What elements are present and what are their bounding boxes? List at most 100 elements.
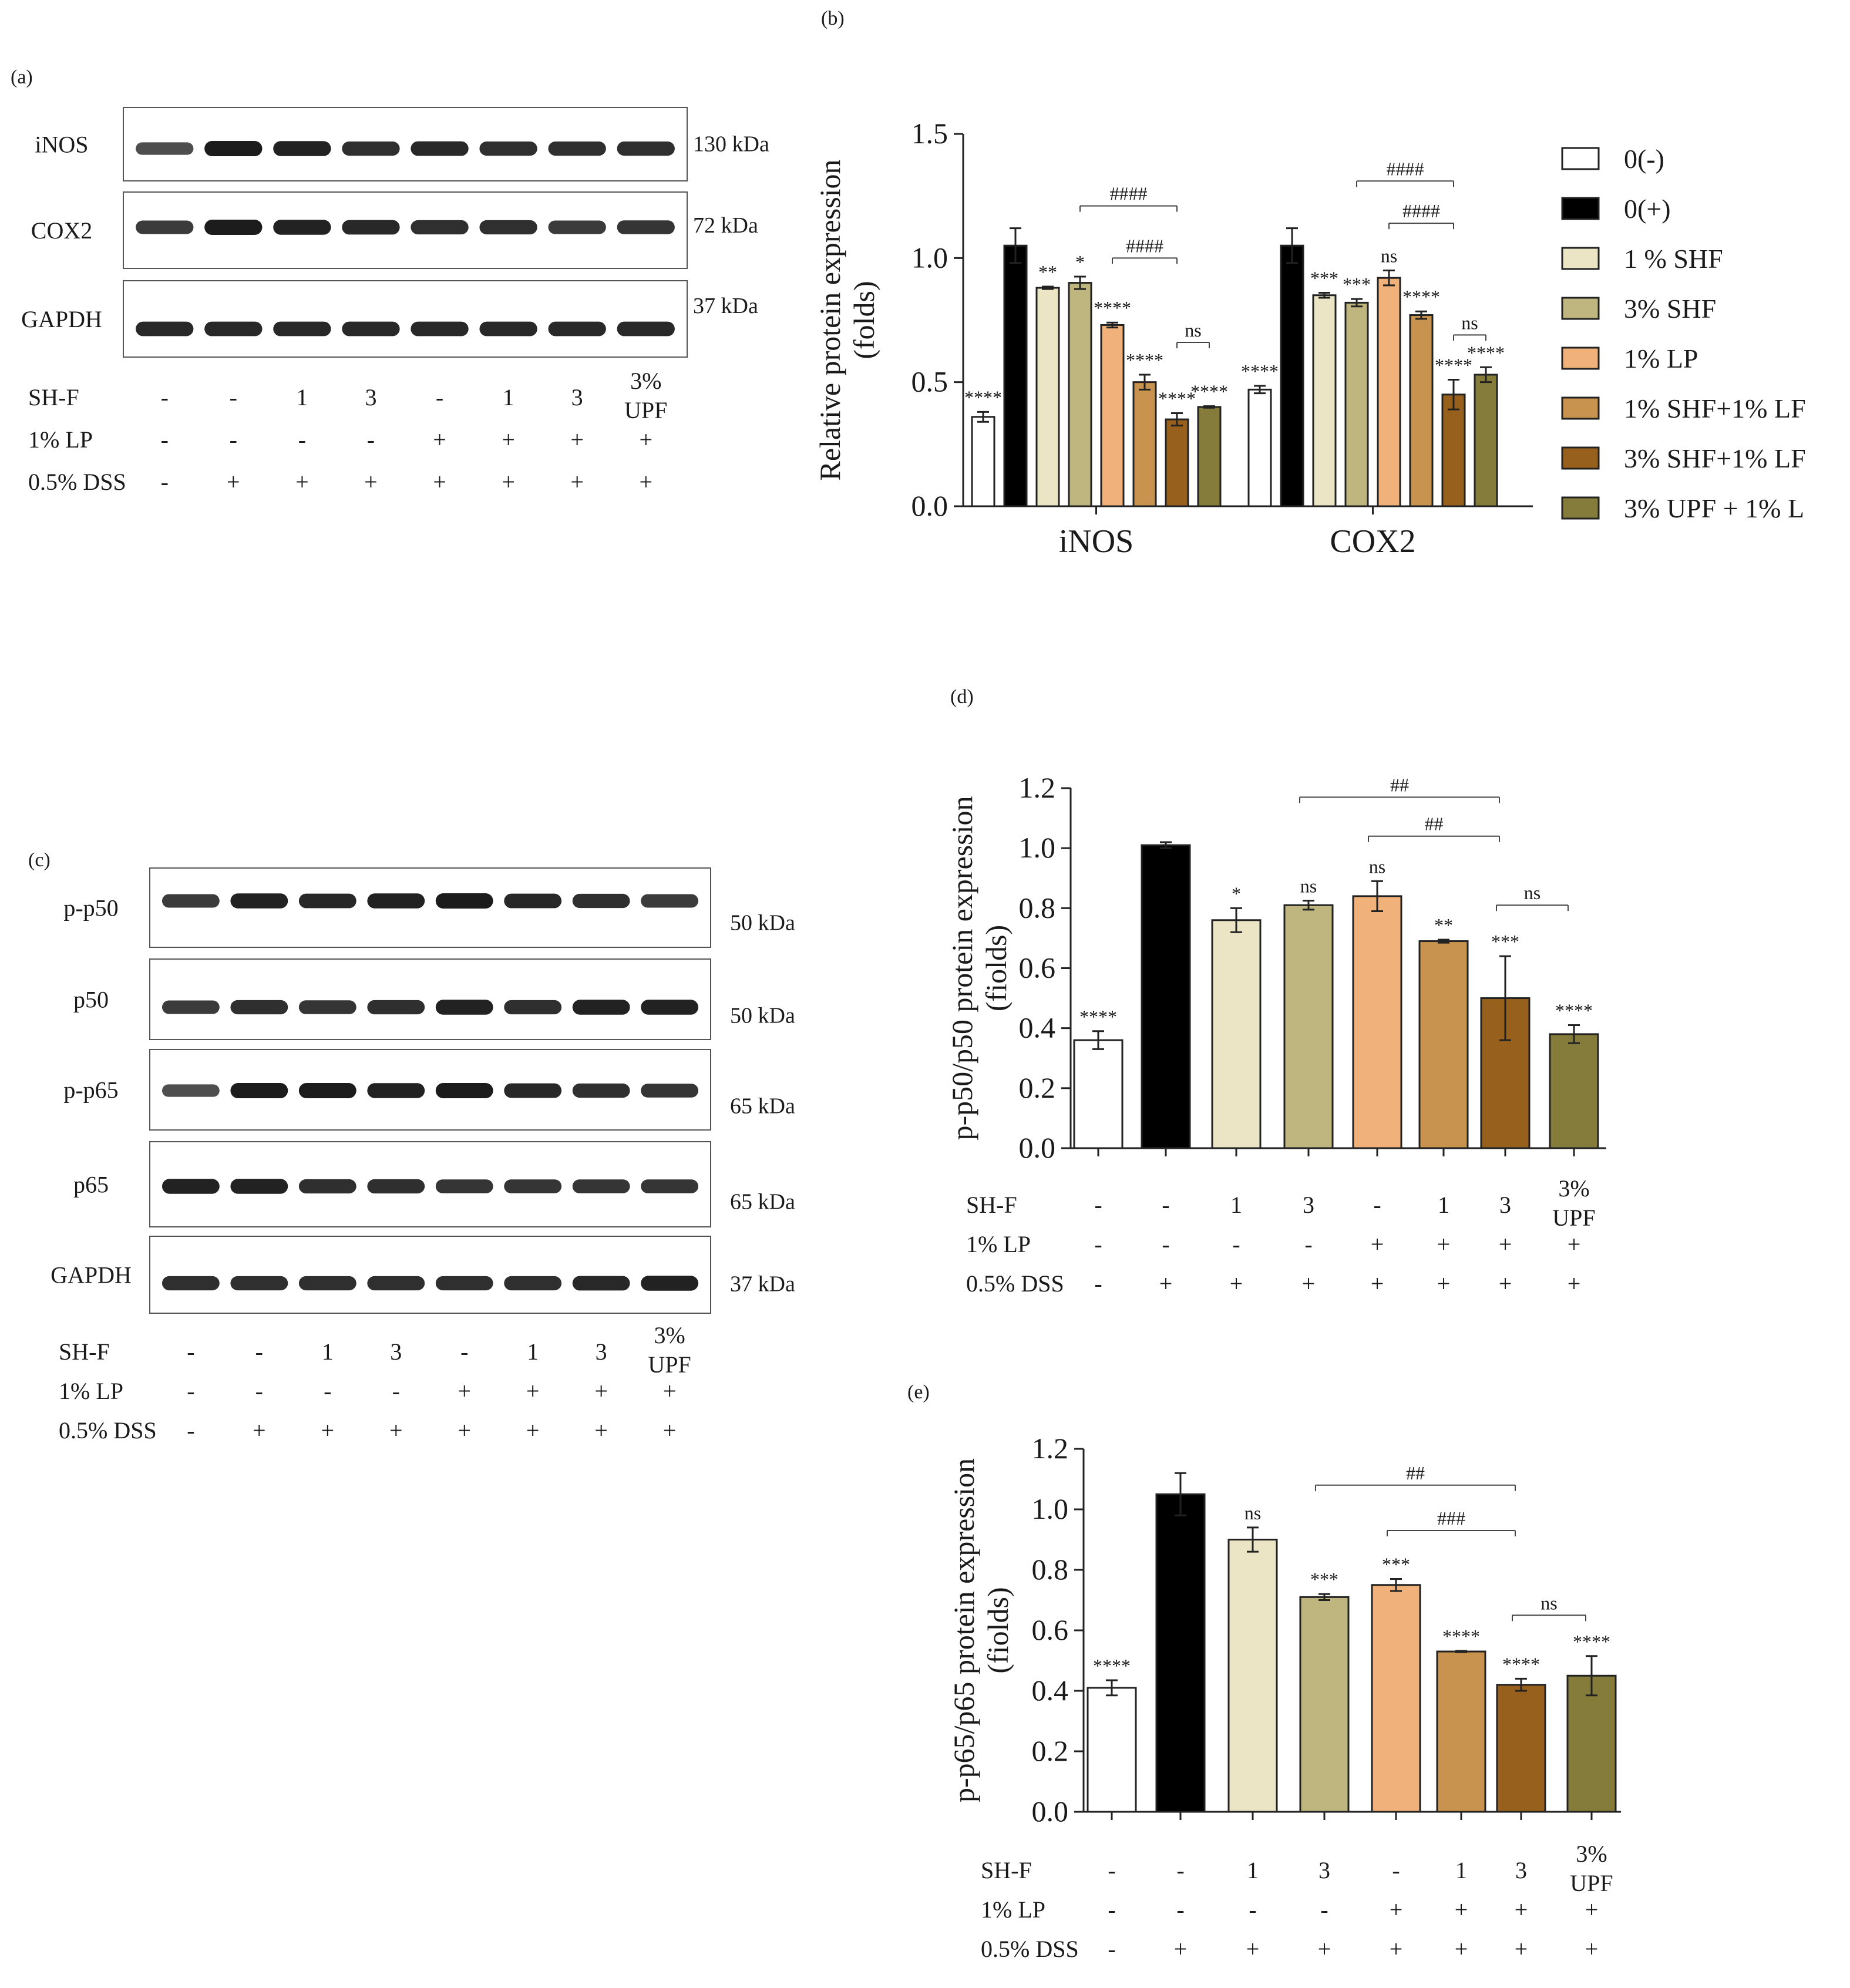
blot-condition-value: + <box>570 426 584 453</box>
blot-label: p65 <box>73 1172 109 1198</box>
chart-e-condition-value: + <box>1246 1936 1260 1962</box>
chart-e-condition-value: - <box>1176 1857 1184 1883</box>
chart-d-y-tick-label: 0.2 <box>1019 1071 1056 1104</box>
chart-b-bracket-label: #### <box>1402 200 1440 221</box>
chart-e-bracket-label: ### <box>1437 1508 1465 1529</box>
chart-b-bar <box>1165 418 1189 507</box>
chart-e-condition-value: + <box>1515 1936 1528 1962</box>
chart-e-condition-value: + <box>1585 1896 1599 1923</box>
blot-condition-value: + <box>433 469 446 495</box>
chart-e-bar <box>1371 1584 1421 1813</box>
blot-band <box>162 1276 220 1291</box>
blot-kda: 37 kDa <box>730 1272 795 1297</box>
blot-label: GAPDH <box>21 306 102 332</box>
blot-band <box>273 321 331 337</box>
bar-chart-e: 0.0 0.2 0.4 0.6 0.8 1.0 1.2 p-p65/p65 protein e… <box>947 1432 1621 1962</box>
chart-d-y-tick-label: 1.0 <box>1019 831 1056 864</box>
chart-d-condition-value: - <box>1094 1231 1102 1257</box>
blot-condition-label-05dss: 0.5% DSS <box>59 1417 157 1444</box>
blot-condition-value: 3% UPF <box>624 368 667 423</box>
blot-box <box>123 280 688 358</box>
blot-band <box>641 1000 699 1015</box>
blot-condition-value: 1 <box>322 1338 334 1365</box>
blot-label: p-p50 <box>63 895 118 921</box>
western-blot-panel-c: p-p50 50 kDa p50 50 kDa p-p65 65 kDa p65 65 kDa… <box>51 867 795 1444</box>
chart-d-significance-label: ns <box>1300 876 1317 897</box>
chart-b-legend-swatch <box>1561 396 1600 420</box>
blot-condition-value: 1 <box>503 384 514 411</box>
chart-b-legend-label: 0(+) <box>1624 194 1671 224</box>
chart-b-significance-label: **** <box>1190 381 1228 402</box>
blot-band <box>298 1083 356 1098</box>
chart-e-condition-value: + <box>1174 1936 1188 1962</box>
chart-b-legend-swatch <box>1561 297 1600 320</box>
chart-b-significance-label: *** <box>1343 274 1371 295</box>
blot-condition-value: 1 <box>527 1338 539 1365</box>
blot-band <box>230 893 288 909</box>
blot-band <box>504 1276 562 1291</box>
blot-condition-value: - <box>161 426 169 453</box>
chart-d-condition-value: - <box>1094 1270 1102 1297</box>
blot-band <box>435 1179 493 1193</box>
chart-e-y-tick-label: 0.2 <box>1032 1734 1069 1767</box>
chart-d-bar <box>1418 940 1469 1149</box>
chart-d-condition-value: + <box>1230 1270 1243 1297</box>
blot-condition-value: - <box>324 1378 331 1404</box>
blot-label: p50 <box>73 987 109 1013</box>
chart-d-bracket-label: ns <box>1524 882 1540 903</box>
chart-e-bar <box>1496 1684 1546 1813</box>
bar-chart-b: 0.0 0.5 1.0 1.5 Relative protein expression(… <box>813 117 1806 560</box>
chart-b-significance-label: **** <box>1467 342 1505 363</box>
chart-b-x-tick-label: iNOS <box>1059 523 1134 560</box>
chart-e-significance-label: **** <box>1502 1653 1540 1674</box>
chart-d-y-axis-label: p-p50/p50 protein expression(fiolds) <box>946 796 1013 1140</box>
blot-condition-value: - <box>187 1417 194 1444</box>
chart-b-bar <box>1441 393 1466 507</box>
chart-b-y-tick-label: 1.0 <box>911 241 948 274</box>
blot-condition-value: + <box>639 426 652 453</box>
blot-condition-value: - <box>460 1338 468 1365</box>
chart-b-legend-label: 3% UPF + 1% L <box>1624 493 1804 523</box>
chart-b-significance-label: *** <box>1310 268 1338 289</box>
chart-b-significance-label: ** <box>1038 261 1057 282</box>
chart-d-significance-label: **** <box>1079 1006 1117 1027</box>
chart-e-significance-label: **** <box>1573 1631 1610 1652</box>
chart-b-y-axis-label: Relative protein expression(folds) <box>813 159 880 480</box>
chart-d-y-tick-label: 0.8 <box>1019 891 1056 924</box>
blot-band <box>298 1276 356 1291</box>
blot-band <box>367 1276 425 1291</box>
chart-d-condition-label-1lp: 1% LP <box>966 1231 1031 1257</box>
chart-e-significance-label: **** <box>1093 1655 1131 1676</box>
blot-box <box>149 867 711 948</box>
chart-d-condition-value: - <box>1373 1192 1381 1218</box>
blot-band <box>479 321 537 337</box>
blot-band <box>641 1276 699 1291</box>
blot-condition-value: - <box>161 384 169 411</box>
blot-label: COX2 <box>31 217 92 244</box>
chart-b-bar <box>1409 314 1434 507</box>
blot-kda: 50 kDa <box>730 1004 795 1028</box>
blot-band <box>572 1000 630 1015</box>
chart-b-legend-label: 3% SHF+1% LF <box>1624 443 1806 473</box>
chart-e-condition-value: - <box>1392 1857 1400 1883</box>
chart-b-significance-label: **** <box>1158 388 1196 409</box>
blot-band <box>548 141 606 156</box>
blot-band <box>273 141 331 156</box>
chart-e-significance-label: *** <box>1310 1569 1338 1590</box>
blot-box <box>149 958 711 1040</box>
chart-e-condition-value: + <box>1318 1936 1331 1962</box>
chart-d-condition-value: - <box>1232 1231 1240 1257</box>
blot-band <box>479 220 537 235</box>
blot-band <box>136 321 194 337</box>
chart-b-bar <box>1132 381 1157 507</box>
blot-condition-value: 3 <box>390 1338 402 1365</box>
blot-condition-value: + <box>253 1417 266 1444</box>
chart-d-significance-label: **** <box>1555 1000 1593 1021</box>
blot-band <box>435 1083 493 1098</box>
chart-e-condition-value: + <box>1390 1896 1403 1923</box>
chart-b-legend-label: 3% SHF <box>1624 294 1716 324</box>
chart-d-bar <box>1141 844 1191 1149</box>
chart-e-condition-value: 3 <box>1515 1857 1527 1883</box>
panel-label-e: (e) <box>907 1381 930 1403</box>
